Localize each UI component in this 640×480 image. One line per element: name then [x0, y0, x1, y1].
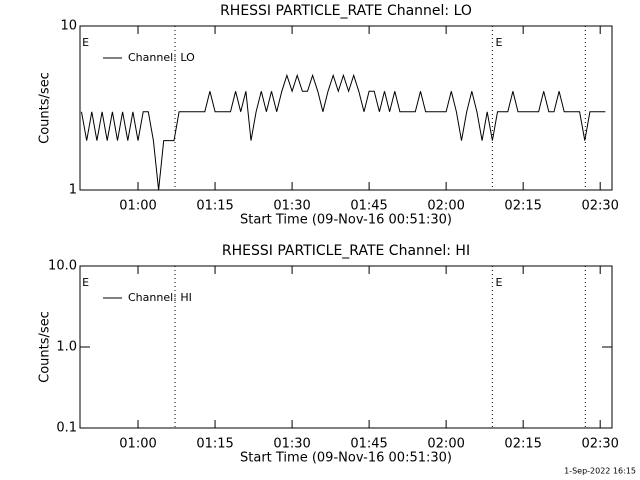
footer-timestamp: 1-Sep-2022 16:15: [564, 467, 636, 476]
y-tick-label: 0.1: [56, 421, 77, 436]
x-tick-label: 02:30: [581, 199, 618, 214]
y-axis-label: Counts/sec: [38, 311, 53, 383]
x-axis-label: Start Time (09-Nov-16 00:51:30): [240, 213, 452, 228]
x-tick-label: 01:30: [273, 437, 310, 452]
x-tick-label: 01:30: [273, 199, 310, 214]
x-tick-label: 02:00: [427, 199, 464, 214]
y-axis-label: Counts/sec: [38, 72, 53, 144]
x-tick-label: 02:30: [581, 437, 618, 452]
x-tick-label: 01:45: [350, 437, 387, 452]
x-tick-label: 01:15: [196, 199, 233, 214]
x-axis-label: Start Time (09-Nov-16 00:51:30): [240, 451, 452, 466]
x-tick-label: 02:00: [427, 437, 464, 452]
event-marker: E: [82, 276, 89, 289]
x-tick-label: 01:00: [119, 199, 156, 214]
y-tick-label: 10.0: [48, 259, 77, 274]
x-tick-label: 01:45: [350, 199, 387, 214]
chart-title: RHESSI PARTICLE_RATE Channel: LO: [220, 3, 472, 19]
event-marker: E: [82, 36, 89, 49]
data-line: [81, 73, 606, 191]
x-tick-label: 01:15: [196, 437, 233, 452]
chart-title: RHESSI PARTICLE_RATE Channel: HI: [222, 243, 470, 259]
y-tick-label: 10: [60, 19, 77, 34]
x-tick-label: 01:00: [119, 437, 156, 452]
y-tick-label: 1.0: [56, 340, 77, 355]
y-tick-label: 1: [69, 183, 77, 198]
event-marker: E: [495, 276, 502, 289]
x-tick-label: 02:15: [504, 437, 541, 452]
legend-label: Channel: LO: [128, 51, 195, 64]
event-marker: E: [495, 36, 502, 49]
legend-label: Channel: HI: [128, 291, 192, 304]
x-tick-label: 02:15: [504, 199, 541, 214]
plot-frame: [79, 25, 613, 191]
